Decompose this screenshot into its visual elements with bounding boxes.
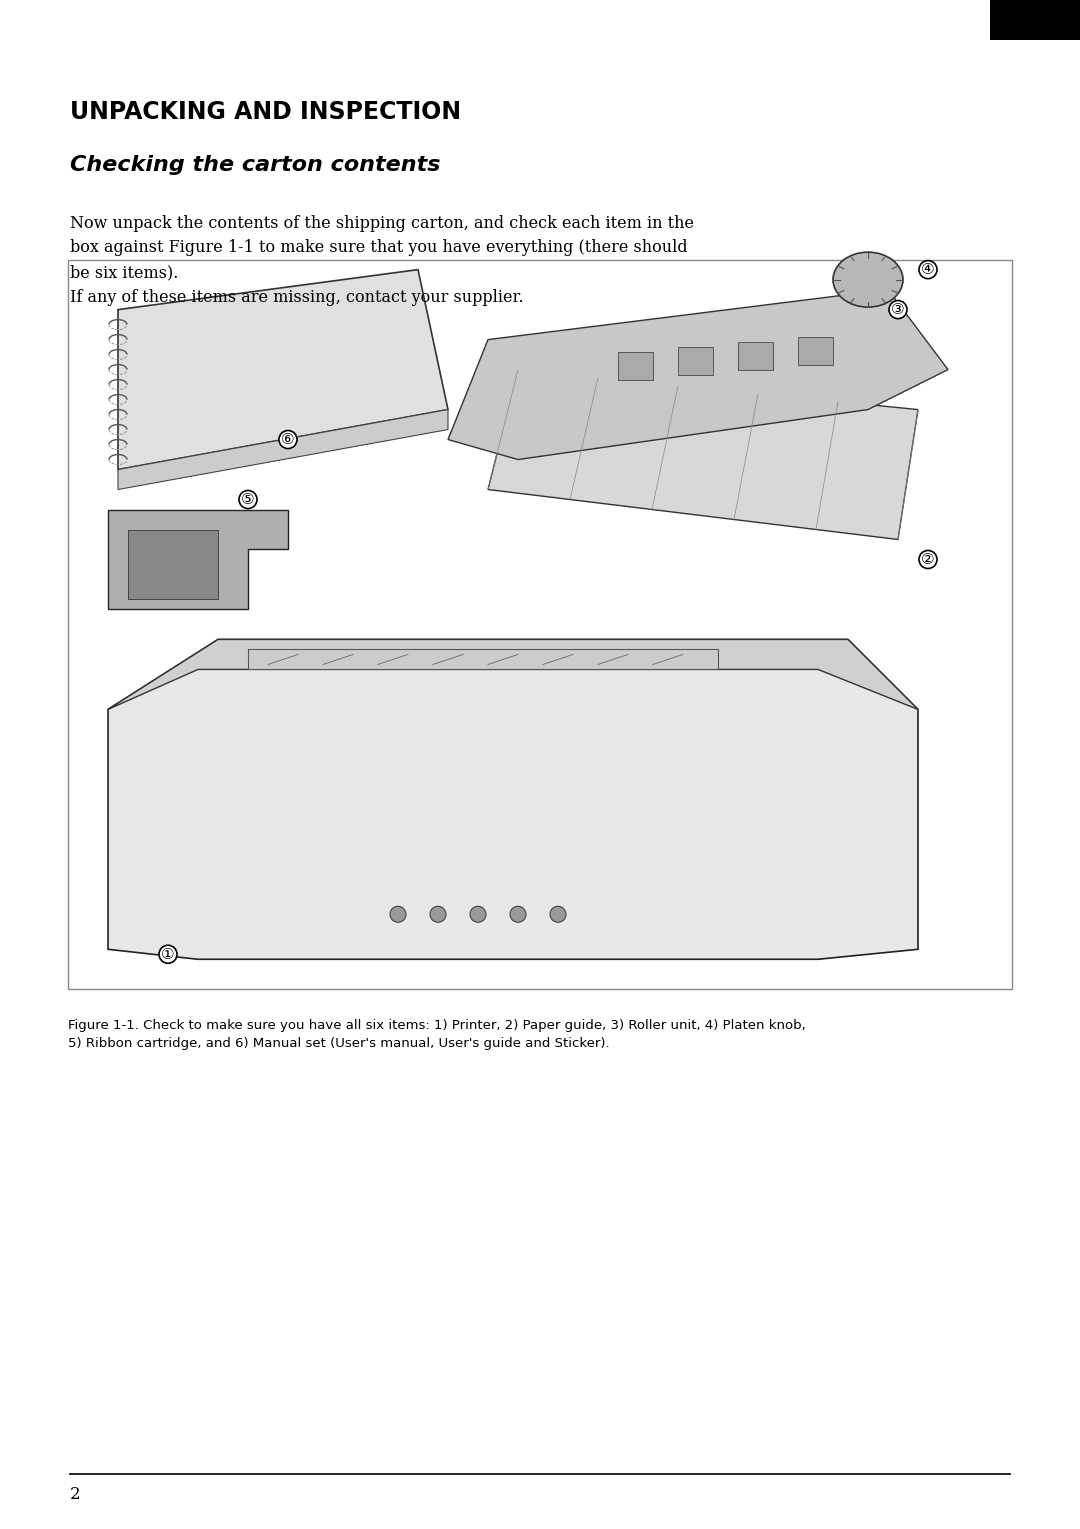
- Text: UNPACKING AND INSPECTION: UNPACKING AND INSPECTION: [70, 99, 461, 124]
- Ellipse shape: [833, 252, 903, 307]
- Text: Figure 1-1. Check to make sure you have all six items: 1) Printer, 2) Paper guid: Figure 1-1. Check to make sure you have …: [68, 1020, 806, 1050]
- Circle shape: [390, 907, 406, 922]
- Bar: [618, 352, 653, 379]
- Bar: [990, 0, 1080, 40]
- Polygon shape: [118, 410, 448, 489]
- Bar: [738, 341, 773, 370]
- Polygon shape: [108, 509, 288, 610]
- Text: ⑥: ⑥: [281, 433, 295, 446]
- Polygon shape: [248, 650, 718, 670]
- Text: Checking the carton contents: Checking the carton contents: [70, 154, 441, 174]
- Text: ②: ②: [921, 552, 935, 567]
- Polygon shape: [448, 289, 948, 460]
- Bar: [798, 336, 833, 364]
- Circle shape: [550, 907, 566, 922]
- Polygon shape: [108, 639, 918, 709]
- Text: 2: 2: [70, 1486, 81, 1503]
- Polygon shape: [488, 370, 918, 540]
- Bar: [678, 347, 713, 375]
- Circle shape: [430, 907, 446, 922]
- Polygon shape: [118, 269, 448, 469]
- Polygon shape: [108, 639, 918, 959]
- Bar: [68, 260, 1012, 989]
- Text: Now unpack the contents of the shipping carton, and check each item in the
box a: Now unpack the contents of the shipping …: [70, 214, 694, 306]
- Text: ①: ①: [161, 946, 175, 962]
- Bar: [129, 529, 218, 599]
- Circle shape: [510, 907, 526, 922]
- Text: ③: ③: [891, 303, 905, 317]
- Text: ④: ④: [921, 261, 935, 277]
- Circle shape: [470, 907, 486, 922]
- Text: ⑤: ⑤: [241, 492, 255, 508]
